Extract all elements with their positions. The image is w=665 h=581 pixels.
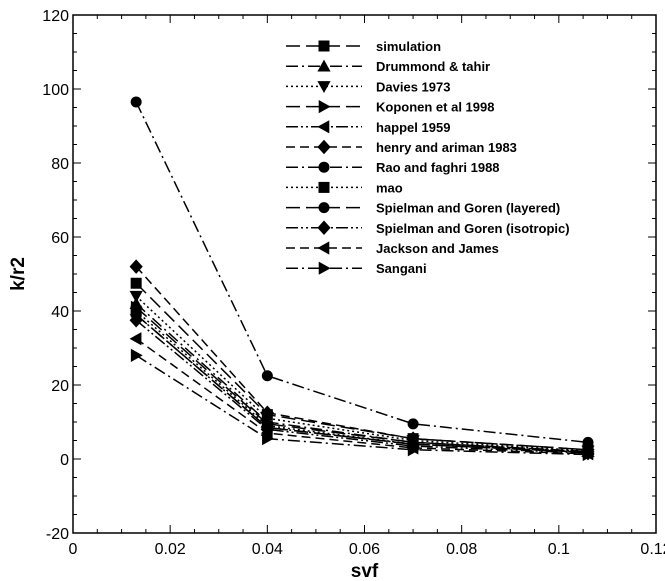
series-lines xyxy=(135,101,589,456)
x-tick-label: 0.02 xyxy=(155,541,186,558)
legend-item: Davies 1973 xyxy=(286,79,450,94)
data-point xyxy=(407,418,419,430)
legend-label: Jackson and James xyxy=(376,241,499,256)
y-tick-label: 60 xyxy=(51,230,69,247)
y-axis-title: k/r2 xyxy=(8,257,29,291)
data-point xyxy=(129,332,142,346)
legend-label: simulation xyxy=(376,39,441,54)
data-point xyxy=(582,436,594,448)
legend-label: mao xyxy=(376,180,403,195)
y-tick-label: -20 xyxy=(46,526,69,543)
series-line xyxy=(135,319,589,454)
data-point xyxy=(129,290,143,303)
legend-item: Drummond & tahir xyxy=(286,59,490,74)
data-point xyxy=(129,312,143,328)
legend-marker xyxy=(317,139,331,155)
series-line xyxy=(135,303,589,453)
legend-marker xyxy=(318,40,330,52)
data-point xyxy=(260,405,274,421)
series-line xyxy=(135,338,589,455)
data-point xyxy=(130,277,142,289)
legend-item: Jackson and James xyxy=(286,241,499,256)
legend-item: Spielman and Goren (isotropic) xyxy=(286,220,570,236)
data-point xyxy=(130,348,143,362)
y-tick-label: 20 xyxy=(51,378,69,395)
data-point xyxy=(129,259,143,274)
legend-label: Drummond & tahir xyxy=(376,59,490,74)
series-line xyxy=(135,282,589,451)
legend-marker xyxy=(317,241,330,255)
x-tick-label: 0 xyxy=(69,541,78,558)
plot-frame xyxy=(72,14,657,534)
data-point xyxy=(262,432,274,446)
legend-label: Spielman and Goren (layered) xyxy=(376,201,560,216)
data-point xyxy=(261,370,273,382)
legend-label: Koponen et al 1998 xyxy=(376,100,494,115)
y-tick-label: 0 xyxy=(60,452,69,469)
legend-label: happel 1959 xyxy=(376,120,450,135)
x-tick-label: 0.04 xyxy=(252,541,283,558)
legend-marker xyxy=(318,202,330,214)
x-tick-label: 0.12 xyxy=(640,541,665,558)
axes: 00.020.040.060.080.10.12-200204060801001… xyxy=(42,8,665,558)
legend-marker xyxy=(318,181,330,193)
data-point xyxy=(582,447,595,462)
series-line xyxy=(135,314,589,454)
legend-marker xyxy=(317,220,331,236)
legend-item: mao xyxy=(286,180,403,195)
data-point xyxy=(130,96,142,108)
legend-label: Spielman and Goren (isotropic) xyxy=(376,221,570,236)
legend-marker xyxy=(317,81,331,93)
legend-item: Koponen et al 1998 xyxy=(286,100,494,115)
series-line xyxy=(135,314,589,454)
y-tick-label: 120 xyxy=(42,8,69,25)
legend-item: simulation xyxy=(286,39,441,54)
legend-label: Davies 1973 xyxy=(376,79,450,94)
legend-marker xyxy=(318,261,331,275)
series-markers xyxy=(129,96,595,462)
y-tick-label: 80 xyxy=(51,156,69,173)
legend-marker xyxy=(318,100,331,114)
legend-marker xyxy=(317,59,331,72)
y-tick-label: 100 xyxy=(42,82,69,99)
series-line xyxy=(135,306,589,453)
data-point xyxy=(407,443,420,457)
legend-marker xyxy=(318,161,330,173)
x-axis-title: svf xyxy=(351,561,379,581)
legend-label: henry and ariman 1983 xyxy=(376,140,517,155)
legend-item: Sangani xyxy=(286,261,427,276)
legend-label: Rao and faghri 1988 xyxy=(376,160,500,175)
legend-item: happel 1959 xyxy=(286,120,450,135)
legend-label: Sangani xyxy=(376,261,427,276)
series-line xyxy=(135,354,589,456)
legend: simulation Drummond & tahir Davies 1973 Kop… xyxy=(286,39,570,276)
y-tick-label: 40 xyxy=(51,304,69,321)
x-tick-label: 0.1 xyxy=(548,541,570,558)
legend-item: Spielman and Goren (layered) xyxy=(286,201,560,216)
series-line xyxy=(135,266,589,451)
legend-item: henry and ariman 1983 xyxy=(286,139,517,155)
legend-marker xyxy=(317,120,330,134)
legend-item: Rao and faghri 1988 xyxy=(286,160,500,175)
x-tick-label: 0.08 xyxy=(446,541,477,558)
series-line xyxy=(135,101,589,444)
x-tick-label: 0.06 xyxy=(349,541,380,558)
